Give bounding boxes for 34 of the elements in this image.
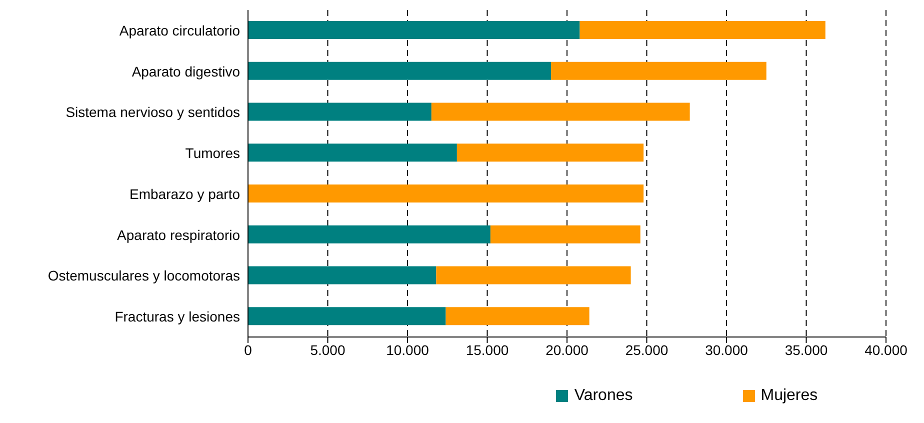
bar bbox=[248, 307, 446, 326]
x-tick-label: 10.000 bbox=[386, 342, 430, 358]
y-tick-label: Aparato respiratorio bbox=[117, 226, 240, 243]
bar bbox=[248, 144, 457, 162]
x-tick-label: 0 bbox=[244, 342, 252, 358]
x-tick-label: 40.000 bbox=[864, 342, 908, 358]
bar bbox=[248, 184, 644, 202]
bar bbox=[551, 62, 766, 80]
bar bbox=[248, 266, 436, 284]
y-tick-label: Embarazo y parto bbox=[130, 186, 240, 202]
bar bbox=[248, 102, 432, 121]
x-tick-label: 5.000 bbox=[310, 342, 346, 358]
bar bbox=[436, 266, 631, 284]
bar bbox=[248, 225, 490, 244]
legend-label: Varones bbox=[574, 387, 633, 405]
bar bbox=[490, 225, 640, 244]
bar bbox=[248, 62, 552, 80]
legend-label: Mujeres bbox=[760, 387, 818, 405]
x-tick-label: 30.000 bbox=[705, 342, 748, 358]
x-tick-label: 20.000 bbox=[546, 342, 589, 358]
y-tick-label: Tumores bbox=[185, 145, 240, 162]
y-tick-label: Ostemusculares y locomotoras bbox=[48, 268, 240, 284]
y-tick-label: Fracturas y lesiones bbox=[114, 308, 240, 325]
x-tick-label: 15.000 bbox=[466, 342, 509, 358]
x-tick-label: 25.000 bbox=[625, 342, 668, 358]
x-tick-label: 35.000 bbox=[784, 342, 828, 358]
bar bbox=[248, 21, 580, 39]
bar bbox=[580, 21, 826, 39]
bar bbox=[456, 144, 644, 162]
y-tick-label: Aparato digestivo bbox=[132, 63, 240, 80]
y-tick-label: Aparato circulatorio bbox=[119, 22, 240, 38]
bar bbox=[431, 102, 690, 121]
y-tick-label: Sistema nervioso y sentidos bbox=[66, 104, 240, 120]
bar bbox=[446, 307, 590, 326]
